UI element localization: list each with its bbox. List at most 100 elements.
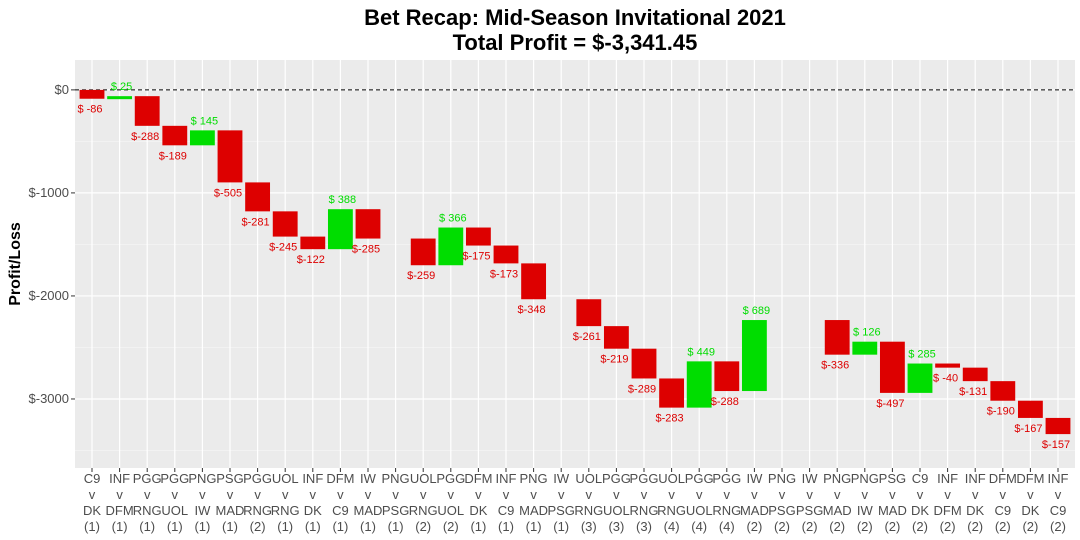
x-tick-label: (1) — [526, 519, 542, 534]
x-tick-label: v — [1027, 487, 1034, 502]
data-label: $-285 — [352, 244, 380, 256]
x-tick-label: v — [779, 487, 786, 502]
x-tick-label: (2) — [940, 519, 956, 534]
bar-gain — [327, 209, 353, 250]
x-tick-label: (1) — [277, 519, 293, 534]
data-label: $-245 — [269, 242, 297, 254]
x-tick-label: v — [530, 487, 537, 502]
x-tick-label: v — [199, 487, 206, 502]
x-tick-label: DFM — [464, 471, 492, 486]
bar-loss — [879, 341, 905, 393]
data-label: $-189 — [159, 150, 187, 162]
x-tick-label: RNG — [133, 503, 162, 518]
x-tick-label: (2) — [1050, 519, 1066, 534]
x-tick-label: C9 — [498, 503, 515, 518]
x-tick-label: MAD — [519, 503, 548, 518]
x-tick-label: PGG — [160, 471, 189, 486]
y-axis: $0 $-1000 $-2000 $-3000 — [29, 82, 75, 406]
x-tick-label: (1) — [112, 519, 128, 534]
x-tick-label: RNG — [574, 503, 603, 518]
x-tick-label: v — [1000, 487, 1007, 502]
x-tick-label: DFM — [934, 503, 962, 518]
x-tick-label: v — [420, 487, 427, 502]
x-tick-label: v — [862, 487, 869, 502]
x-tick-label: DFM — [989, 471, 1017, 486]
x-tick-label: IW — [857, 503, 874, 518]
x-tick-label: (1) — [84, 519, 100, 534]
x-tick-label: PNG — [382, 471, 410, 486]
bar-loss — [217, 130, 243, 183]
data-label: $ 145 — [191, 115, 219, 127]
data-label: $-175 — [462, 251, 490, 263]
data-label: $-288 — [711, 396, 739, 408]
x-tick-label: RNG — [657, 503, 686, 518]
x-tick-label: v — [144, 487, 151, 502]
x-tick-label: v — [586, 487, 593, 502]
x-tick-label: v — [282, 487, 289, 502]
x-tick-label: (2) — [1022, 519, 1038, 534]
x-tick-label: (1) — [360, 519, 376, 534]
data-label: $ -86 — [77, 104, 102, 116]
x-tick-label: (2) — [443, 519, 459, 534]
x-tick-label: PNG — [188, 471, 216, 486]
x-tick-label: RNG — [271, 503, 300, 518]
x-tick-label: (2) — [415, 519, 431, 534]
x-tick-label: v — [806, 487, 813, 502]
bar-loss — [990, 381, 1016, 401]
x-tick-label: (2) — [802, 519, 818, 534]
x-tick-label: PNG — [823, 471, 851, 486]
y-tick-label: $-2000 — [29, 288, 69, 303]
x-tick-label: v — [227, 487, 234, 502]
x-tick-label: v — [724, 487, 731, 502]
x-tick-label: v — [89, 487, 96, 502]
x-tick-label: IW — [553, 471, 570, 486]
x-tick-label: DK — [469, 503, 487, 518]
x-tick-label: UOL — [686, 503, 713, 518]
bar-gain — [852, 341, 878, 355]
x-tick-label: DFM — [1016, 471, 1044, 486]
x-tick-label: (2) — [912, 519, 928, 534]
x-tick-label: v — [392, 487, 399, 502]
x-tick-label: (1) — [332, 519, 348, 534]
x-tick-label: v — [944, 487, 951, 502]
x-tick-label: PSG — [547, 503, 574, 518]
x-tick-label: v — [751, 487, 758, 502]
x-tick-label: RNG — [243, 503, 272, 518]
x-tick-label: PNG — [851, 471, 879, 486]
x-tick-label: C9 — [994, 503, 1011, 518]
data-label: $-281 — [242, 216, 270, 228]
x-tick-label: (2) — [250, 519, 266, 534]
x-tick-label: v — [172, 487, 179, 502]
data-label: $-505 — [214, 187, 242, 199]
data-label: $-131 — [959, 386, 987, 398]
x-tick-label: MAD — [878, 503, 907, 518]
x-tick-label: UOL — [658, 471, 685, 486]
data-label: $ 449 — [687, 346, 715, 358]
data-label: $-173 — [490, 268, 518, 280]
x-tick-label: (1) — [553, 519, 569, 534]
x-tick-label: (4) — [719, 519, 735, 534]
data-label: $-157 — [1042, 439, 1070, 451]
bar-loss — [272, 211, 298, 237]
data-label: $-288 — [131, 131, 159, 143]
x-tick-label: IW — [802, 471, 819, 486]
bar-loss — [603, 326, 629, 349]
y-tick-label: $0 — [55, 82, 69, 97]
x-tick-label: (1) — [222, 519, 238, 534]
x-tick-label: (2) — [995, 519, 1011, 534]
data-label: $-259 — [407, 270, 435, 282]
x-tick-label: INF — [109, 471, 130, 486]
plot-panel — [75, 60, 1075, 468]
x-tick-label: v — [641, 487, 648, 502]
x-tick-label: (2) — [746, 519, 762, 534]
x-tick-label: (4) — [691, 519, 707, 534]
bar-loss — [245, 182, 271, 212]
x-tick-label: IW — [360, 471, 377, 486]
x-tick-label: DK — [966, 503, 984, 518]
x-tick-label: UOL — [410, 471, 437, 486]
data-label: $-497 — [876, 398, 904, 410]
x-tick-label: (2) — [774, 519, 790, 534]
bars — [79, 89, 1071, 435]
x-tick-label: PGG — [133, 471, 162, 486]
chart-title: Bet Recap: Mid-Season Invitational 2021 — [364, 5, 786, 30]
